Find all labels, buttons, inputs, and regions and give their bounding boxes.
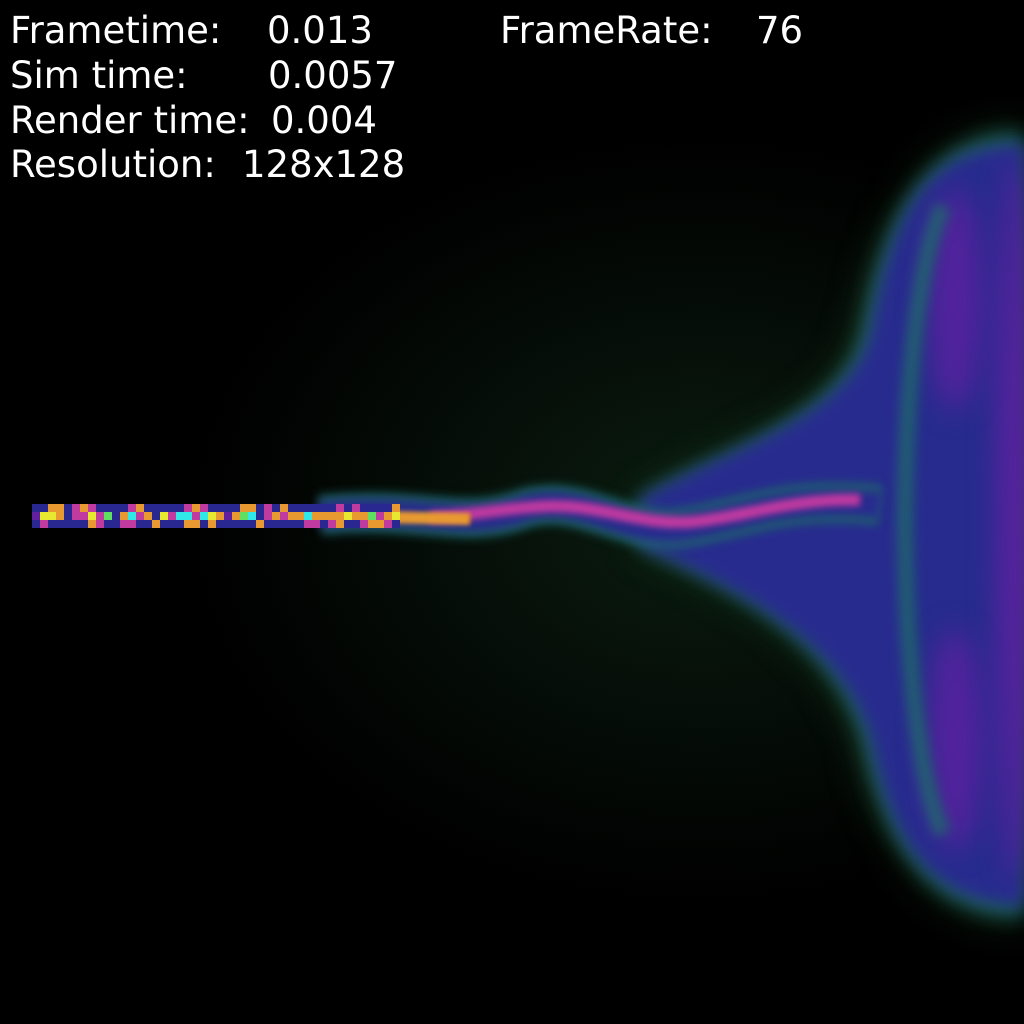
resolution-readout: Resolution: 128x128 xyxy=(10,143,450,187)
rendertime-label: Render time: xyxy=(10,99,250,142)
framerate-label: FrameRate: xyxy=(500,9,713,52)
simtime-readout: Sim time: 0.0057 xyxy=(10,54,430,98)
frametime-readout: Frametime: 0.013 xyxy=(10,9,430,53)
rendertime-readout: Render time: 0.004 xyxy=(10,99,430,143)
framerate-readout: FrameRate: 76 xyxy=(500,9,820,53)
resolution-label: Resolution: xyxy=(10,143,216,186)
framerate-value: 76 xyxy=(756,9,804,52)
simtime-value: 0.0057 xyxy=(268,54,398,97)
frametime-value: 0.013 xyxy=(267,9,373,52)
resolution-value: 128x128 xyxy=(242,143,406,186)
simtime-label: Sim time: xyxy=(10,54,188,97)
frametime-label: Frametime: xyxy=(10,9,222,52)
rendertime-value: 0.004 xyxy=(271,99,377,142)
